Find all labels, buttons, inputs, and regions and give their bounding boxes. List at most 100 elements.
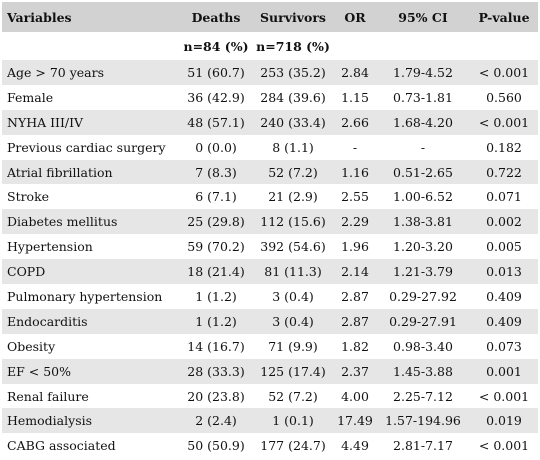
cell-variable: Endocarditis: [2, 308, 180, 334]
subheader-deaths-n: n=84 (%): [183, 38, 249, 54]
header-row: Variables Deaths Survivors OR 95% CI P-v…: [2, 2, 538, 32]
cell-survivors: 52 (7.2): [252, 159, 334, 185]
table-row: Renal failure 20 (23.8) 52 (7.2) 4.00 2.25-7…: [2, 383, 538, 409]
cell-pvalue: 0.073: [470, 333, 538, 359]
cell-pvalue: < 0.001: [470, 60, 538, 85]
cell-deaths: 18 (21.4): [180, 259, 252, 285]
cell-pvalue: 0.019: [470, 408, 538, 434]
cell-pvalue: 0.409: [470, 308, 538, 334]
cell-or: 2.55: [334, 184, 376, 210]
cell-survivors: 21 (2.9): [252, 184, 334, 210]
cell-survivors: 112 (15.6): [252, 209, 334, 235]
cell-variable: Previous cardiac surgery: [2, 134, 180, 160]
cell-or: 1.96: [334, 234, 376, 260]
cell-pvalue: 0.013: [470, 259, 538, 285]
cell-ci: 1.20-3.20: [376, 234, 470, 260]
cell-variable: Pulmonary hypertension: [2, 284, 180, 309]
table-row: Hypertension 59 (70.2) 392 (54.6) 1.96 1.20-…: [2, 234, 538, 260]
cell-deaths: 20 (23.8): [180, 383, 252, 409]
cell-pvalue: 0.182: [470, 134, 538, 160]
cell-deaths: 2 (2.4): [180, 408, 252, 434]
cell-deaths: 36 (42.9): [180, 84, 252, 110]
cell-ci: 1.79-4.52: [376, 60, 470, 85]
table-body: Age > 70 years 51 (60.7) 253 (35.2) 2.84 1.7…: [2, 60, 538, 459]
cell-survivors: 240 (33.4): [252, 109, 334, 135]
table-row: COPD 18 (21.4) 81 (11.3) 2.14 1.21-3.79 0.013: [2, 259, 538, 285]
cell-pvalue: 0.002: [470, 209, 538, 235]
cell-pvalue: 0.005: [470, 234, 538, 260]
cell-deaths: 1 (1.2): [180, 308, 252, 334]
cell-survivors: 3 (0.4): [252, 308, 334, 334]
cell-variable: Hemodialysis: [2, 408, 180, 434]
cell-variable: NYHA III/IV: [2, 109, 180, 135]
table-row: Age > 70 years 51 (60.7) 253 (35.2) 2.84 1.7…: [2, 60, 538, 85]
cell-deaths: 7 (8.3): [180, 159, 252, 185]
header-deaths: Deaths: [180, 2, 252, 32]
cell-deaths: 1 (1.2): [180, 284, 252, 309]
cell-variable: Renal failure: [2, 383, 180, 409]
cell-survivors: 71 (9.9): [252, 333, 334, 359]
cell-survivors: 1 (0.1): [252, 408, 334, 434]
cell-variable: Stroke: [2, 184, 180, 210]
cell-variable: Diabetes mellitus: [2, 209, 180, 235]
cell-pvalue: 0.409: [470, 284, 538, 309]
cell-variable: Obesity: [2, 333, 180, 359]
cell-ci: 0.29-27.91: [376, 308, 470, 334]
cell-deaths: 25 (29.8): [180, 209, 252, 235]
cell-or: 2.87: [334, 308, 376, 334]
cell-variable: Age > 70 years: [2, 60, 180, 85]
cell-ci: 0.51-2.65: [376, 159, 470, 185]
cell-survivors: 81 (11.3): [252, 259, 334, 285]
cell-or: 1.16: [334, 159, 376, 185]
cell-or: 2.66: [334, 109, 376, 135]
cell-survivors: 253 (35.2): [252, 60, 334, 85]
table-row: Hemodialysis 2 (2.4) 1 (0.1) 17.49 1.57-194.…: [2, 408, 538, 434]
cell-or: 2.14: [334, 259, 376, 285]
cell-deaths: 6 (7.1): [180, 184, 252, 210]
cell-ci: 2.25-7.12: [376, 383, 470, 409]
cell-pvalue: 0.001: [470, 358, 538, 384]
table-row: Previous cardiac surgery 0 (0.0) 8 (1.1) - -…: [2, 134, 538, 160]
subheader-empty: [470, 32, 538, 60]
cell-pvalue: < 0.001: [470, 433, 538, 459]
header-ci: 95% CI: [376, 2, 470, 32]
cell-deaths: 59 (70.2): [180, 234, 252, 260]
subheader-empty: [334, 32, 376, 60]
table-row: Female 36 (42.9) 284 (39.6) 1.15 0.73-1.81 0.…: [2, 84, 538, 110]
cell-pvalue: 0.560: [470, 84, 538, 110]
cell-pvalue: < 0.001: [470, 383, 538, 409]
cell-survivors: 52 (7.2): [252, 383, 334, 409]
table-row: Endocarditis 1 (1.2) 3 (0.4) 2.87 0.29-27.91…: [2, 308, 538, 334]
subheader-empty: [376, 32, 470, 60]
cell-ci: 1.21-3.79: [376, 259, 470, 285]
cell-survivors: 3 (0.4): [252, 284, 334, 309]
cell-pvalue: 0.722: [470, 159, 538, 185]
cell-ci: 1.38-3.81: [376, 209, 470, 235]
cell-pvalue: < 0.001: [470, 109, 538, 135]
header-survivors: Survivors: [252, 2, 334, 32]
cell-survivors: 177 (24.7): [252, 433, 334, 459]
cell-or: 4.00: [334, 383, 376, 409]
header-pvalue: P-value: [470, 2, 538, 32]
cell-ci: 0.73-1.81: [376, 84, 470, 110]
cell-pvalue: 0.071: [470, 184, 538, 210]
cell-ci: 1.45-3.88: [376, 358, 470, 384]
cell-variable: EF < 50%: [2, 358, 180, 384]
cell-ci: 1.00-6.52: [376, 184, 470, 210]
table-row: Stroke 6 (7.1) 21 (2.9) 2.55 1.00-6.52 0.071: [2, 184, 538, 210]
cell-deaths: 51 (60.7): [180, 60, 252, 85]
cell-survivors: 392 (54.6): [252, 234, 334, 260]
subheader-survivors-n: n=718 (%): [256, 38, 330, 54]
cell-or: 2.29: [334, 209, 376, 235]
cell-or: 2.37: [334, 358, 376, 384]
header-or: OR: [334, 2, 376, 32]
table-header: Variables Deaths Survivors OR 95% CI P-v…: [2, 2, 538, 60]
cell-deaths: 0 (0.0): [180, 134, 252, 160]
cell-or: 2.87: [334, 284, 376, 309]
table-row: EF < 50% 28 (33.3) 125 (17.4) 2.37 1.45-3.88…: [2, 358, 538, 384]
cell-survivors: 284 (39.6): [252, 84, 334, 110]
cell-ci: 0.98-3.40: [376, 333, 470, 359]
cell-variable: CABG associated: [2, 433, 180, 459]
subheader-empty: [2, 32, 180, 60]
